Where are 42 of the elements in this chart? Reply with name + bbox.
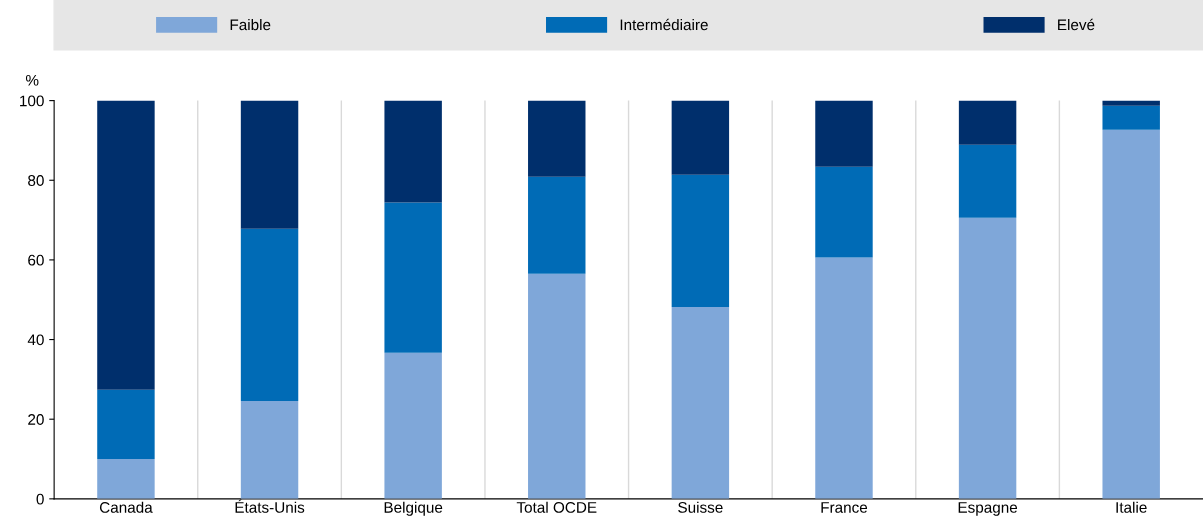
bar	[958, 100, 1017, 145]
y-tick-label: 20	[28, 414, 44, 425]
bar	[815, 257, 873, 499]
bar	[958, 144, 1017, 218]
y-tick-label: 100	[20, 95, 44, 107]
x-tick-label: Total OCDE	[516, 501, 597, 513]
x-tick-label: Belgique	[384, 501, 443, 516]
bar	[97, 100, 155, 390]
y-axis-title: %	[25, 74, 39, 86]
x-tick-label: États-Unis	[235, 499, 305, 513]
bar	[815, 100, 873, 167]
bar	[1102, 129, 1160, 499]
legend-label: Faible	[230, 18, 271, 31]
x-tick-label: Canada	[99, 501, 153, 513]
bar	[528, 100, 586, 177]
x-tick-label: France	[821, 502, 868, 513]
bar	[384, 202, 442, 353]
bar	[671, 174, 730, 307]
y-tick-label: 0	[36, 493, 44, 505]
legend-label: Intermédiaire	[620, 18, 708, 31]
y-tick-label: 60	[28, 254, 44, 266]
bar	[815, 166, 873, 258]
bar	[958, 217, 1017, 499]
bar	[1102, 105, 1160, 130]
y-tick-label: 80	[28, 175, 44, 186]
legend-label: Elevé	[1058, 18, 1095, 31]
bar	[384, 352, 442, 499]
x-tick-label: Italie	[1116, 501, 1147, 513]
bar	[240, 228, 299, 401]
bar	[97, 389, 155, 460]
x-tick-label: Suisse	[678, 501, 723, 513]
bar	[384, 100, 442, 203]
x-tick-label: Espagne	[958, 502, 1018, 516]
bar	[97, 459, 155, 499]
bar	[240, 400, 299, 499]
bar	[671, 306, 730, 499]
bar	[528, 273, 586, 499]
bar	[528, 176, 586, 274]
bar	[671, 100, 730, 175]
bar	[1102, 100, 1160, 106]
y-tick-label: 40	[27, 334, 44, 346]
bar	[240, 100, 299, 229]
